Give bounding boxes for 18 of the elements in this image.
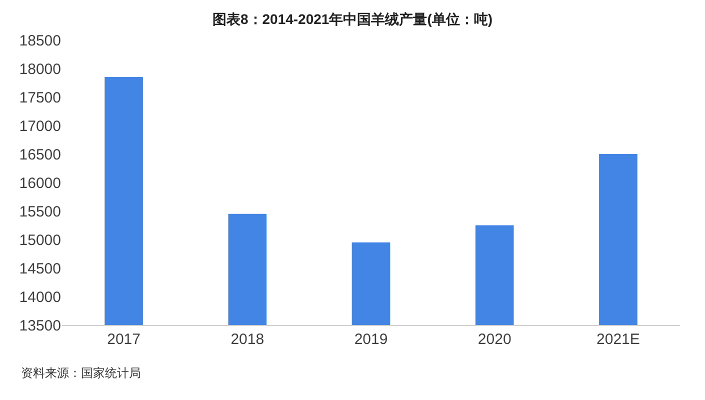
- y-tick-label: 18500: [19, 32, 61, 50]
- y-tick-label: 13500: [19, 317, 61, 334]
- y-tick-label: 16500: [19, 146, 61, 164]
- y-tick-label: 18000: [19, 60, 61, 78]
- x-tick-label: 2021E: [596, 331, 640, 348]
- chart-title: 图表8：2014-2021年中国羊绒产量(单位：吨): [212, 10, 493, 27]
- y-tick-label: 14000: [19, 288, 61, 306]
- text: 资料来源：国家统计局: [21, 366, 141, 380]
- y-tick-label: 16000: [19, 174, 61, 192]
- y-tick-label: 17500: [19, 89, 61, 106]
- y-tick-label: 14500: [19, 260, 61, 278]
- y-tick-label: 15500: [19, 203, 61, 220]
- y-tick-label: 17000: [19, 118, 61, 135]
- y-tick-label: 15000: [19, 232, 61, 249]
- x-tick-label: 2019: [354, 331, 388, 348]
- x-tick-label: 2020: [478, 331, 512, 348]
- x-tick-label: 2018: [230, 331, 264, 348]
- x-tick-label: 2017: [107, 331, 140, 348]
